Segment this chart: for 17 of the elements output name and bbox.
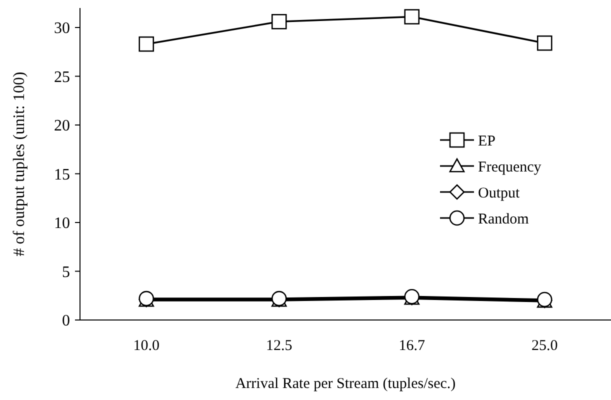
legend-label: Frequency xyxy=(478,159,542,176)
legend-label: EP xyxy=(478,133,496,150)
y-tick-label: 5 xyxy=(62,264,70,281)
y-tick-label: 20 xyxy=(54,118,70,135)
x-tick-label: 25.0 xyxy=(532,338,558,354)
x-tick-label: 16.7 xyxy=(398,338,426,354)
y-tick-label: 25 xyxy=(54,68,70,86)
x-axis-title: Arrival Rate per Stream (tuples/sec.) xyxy=(235,376,456,392)
y-axis-title: # of output tuples (unit: 100) xyxy=(11,72,28,256)
y-tick-label: 0 xyxy=(62,312,70,330)
x-tick-label: 12.5 xyxy=(266,338,292,354)
y-tick-label: 30 xyxy=(54,20,70,38)
y-tick-label: 15 xyxy=(54,166,70,184)
legend-label: Output xyxy=(478,185,520,202)
x-tick-label: 10.0 xyxy=(133,338,160,354)
legend-label: Random xyxy=(478,211,530,228)
y-tick-label: 10 xyxy=(54,215,70,232)
